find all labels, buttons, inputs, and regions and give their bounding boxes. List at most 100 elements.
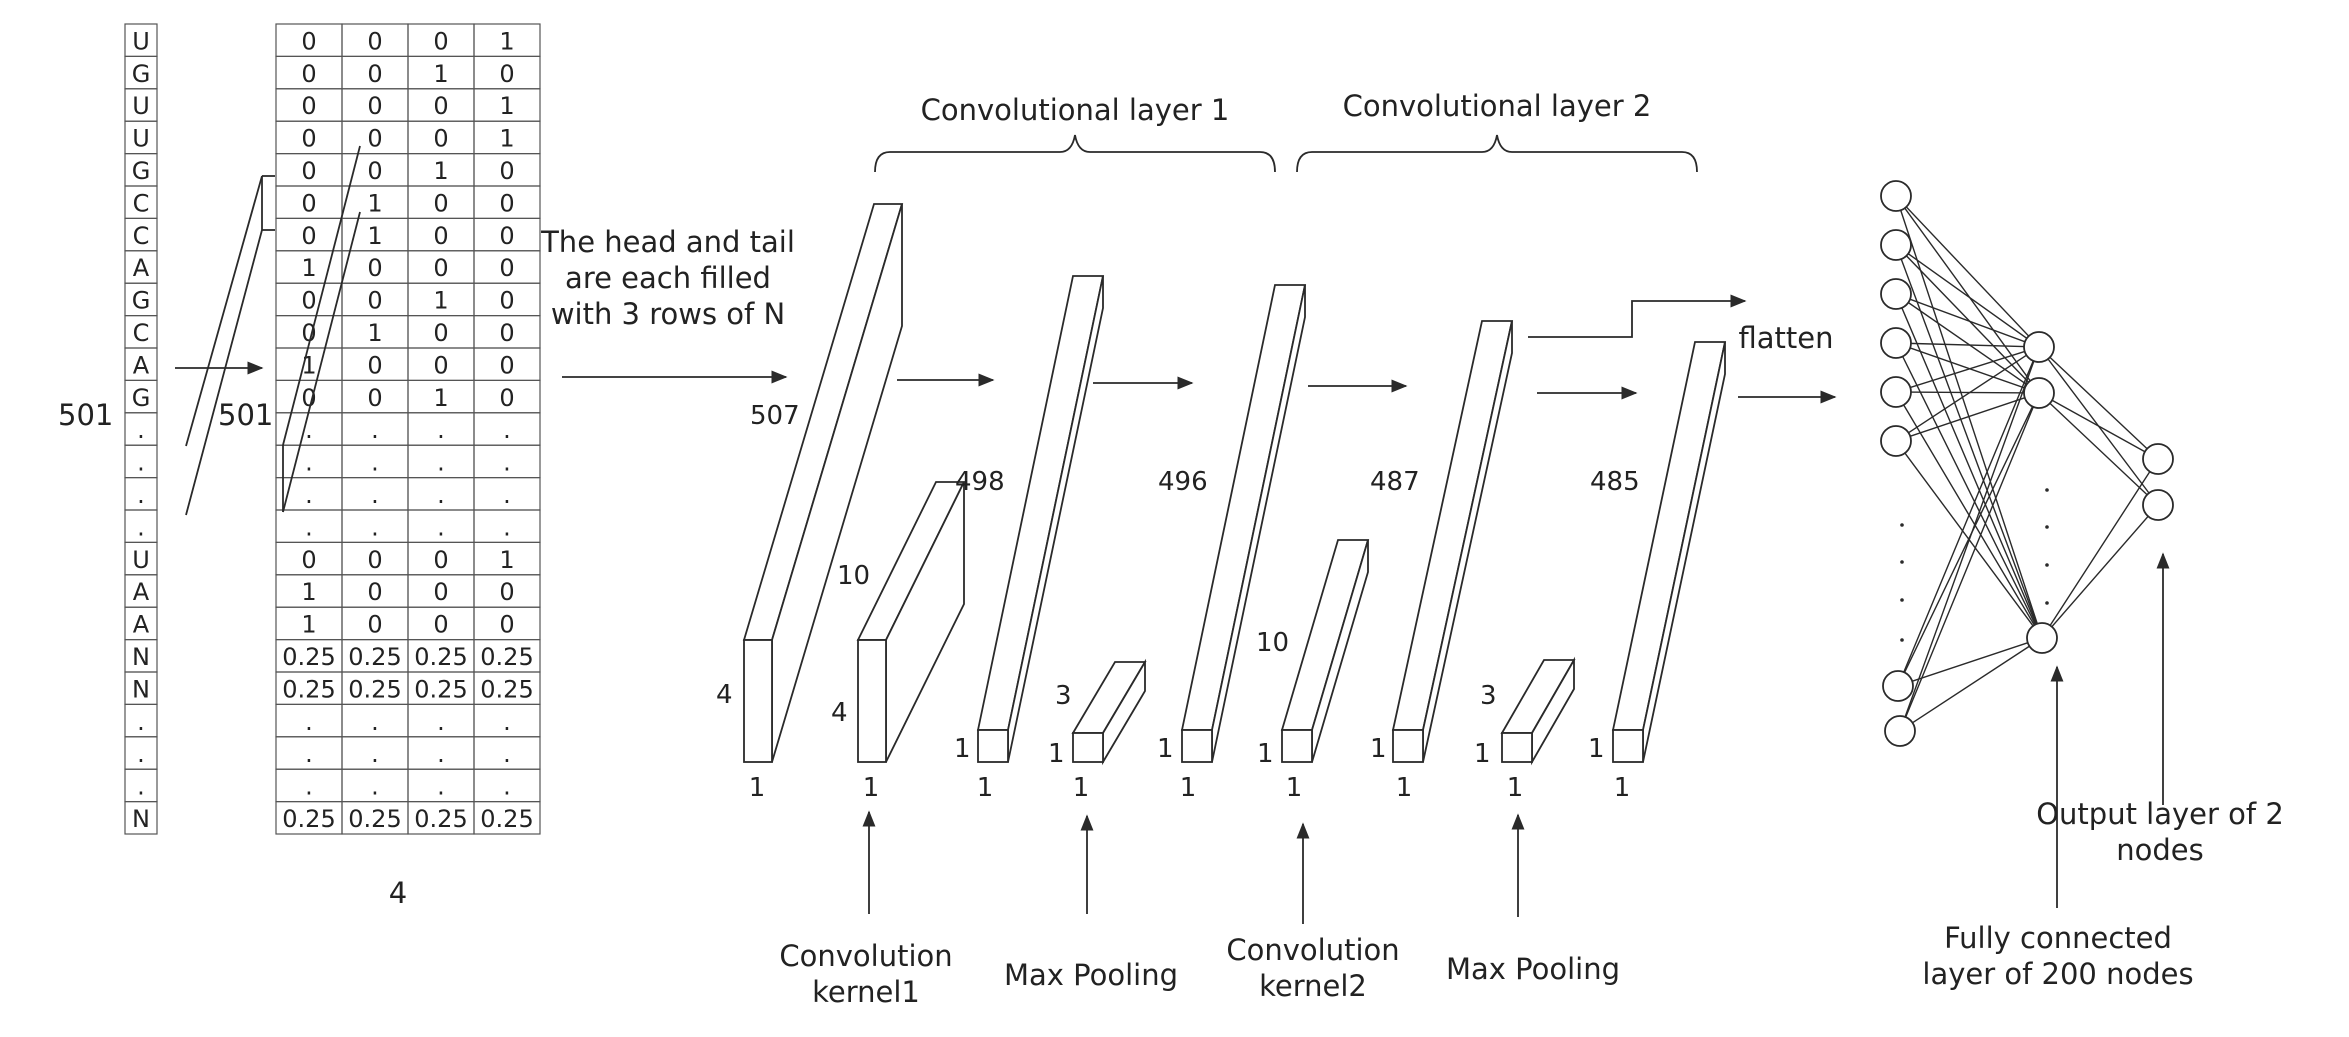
sequence-letter: U [132, 92, 150, 120]
matrix-value: 1 [499, 27, 514, 55]
svg-text:kernel2: kernel2 [1259, 969, 1367, 1003]
matrix-value: . [437, 513, 445, 541]
matrix-value: . [503, 449, 511, 477]
network-edges [1895, 195, 2159, 732]
input-node [1880, 278, 1912, 310]
max-pooling-2-label: Max Pooling [1446, 952, 1620, 986]
matrix-value: 1 [433, 60, 448, 88]
sequence-letter: G [132, 287, 151, 315]
block-2-width: 4 [831, 698, 848, 728]
block-5-width: 1 [1157, 734, 1174, 764]
matrix-cell [473, 800, 541, 835]
output-node [2142, 443, 2174, 475]
sequence-letter: U [132, 27, 150, 55]
block-7-depth: 1 [1396, 773, 1413, 803]
svg-text:with 3 rows of N: with 3 rows of N [551, 297, 785, 331]
conv-kernel-2-block [1280, 539, 1370, 763]
conv-layer-1-title: Convolutional layer 1 [921, 93, 1230, 127]
sequence-letter: N [132, 805, 150, 833]
matrix-value: 0.25 [480, 643, 533, 671]
matrix-value: . [305, 513, 313, 541]
max-pooling-1-label: Max Pooling [1004, 958, 1178, 992]
matrix-value: 0.25 [414, 805, 467, 833]
sequence-length-label: 501 [58, 398, 113, 432]
matrix-value: 0 [301, 546, 316, 574]
matrix-value: 0.25 [414, 643, 467, 671]
conv-layer-2-title: Convolutional layer 2 [1343, 89, 1652, 123]
matrix-value: 0 [433, 222, 448, 250]
pool-kernel-1-block [1071, 658, 1147, 766]
matrix-value: . [437, 449, 445, 477]
conv-kernel-2-label: Convolution kernel2 [1226, 933, 1399, 1003]
matrix-value: . [437, 773, 445, 801]
matrix-value: 0 [433, 254, 448, 282]
matrix-value: 0 [499, 319, 514, 347]
conv1-output-block [976, 275, 1105, 763]
matrix-value: 0 [367, 384, 382, 412]
sequence-letter: U [132, 546, 150, 574]
matrix-value: 0 [367, 125, 382, 153]
matrix-value: 0 [433, 319, 448, 347]
block-9-width: 1 [1588, 734, 1605, 764]
matrix-value: 0.25 [348, 675, 401, 703]
sequence-letter: . [137, 740, 145, 768]
matrix-value: 0.25 [414, 675, 467, 703]
hidden-node [2023, 331, 2055, 363]
matrix-length-label: 501 [218, 398, 273, 432]
matrix-value: 0 [433, 92, 448, 120]
block-dimension-labels: 507 4 1 10 4 1 498 1 1 3 1 1 496 1 1 10 … [716, 401, 1640, 803]
matrix-value: 0 [367, 546, 382, 574]
input-node [1880, 229, 1912, 261]
matrix-value: 0 [499, 384, 514, 412]
conv2-output-block [1391, 320, 1514, 763]
padded-input-block [742, 203, 904, 763]
sequence-letter: N [132, 675, 150, 703]
matrix-value: 1 [433, 287, 448, 315]
matrix-value: 0 [367, 287, 382, 315]
matrix-value: . [503, 513, 511, 541]
hidden-node [2023, 377, 2055, 409]
one-hot-matrix: 0 0 0 1 0 0 1 0 0 0 0 1 0 0 0 1 0 0 1 0 0 1 0 0 0 1 0 0 1 0 0 0 0 0 1 0 0 1 0 0… [275, 23, 541, 835]
input-node [1880, 425, 1912, 457]
sequence-letter: G [132, 60, 151, 88]
matrix-value: 0.25 [282, 675, 335, 703]
matrix-value: 0 [301, 125, 316, 153]
matrix-value: . [437, 740, 445, 768]
matrix-value: . [371, 773, 379, 801]
block-9-height: 485 [1590, 467, 1640, 497]
padding-note: The head and tail are each filled with 3… [540, 225, 795, 331]
block-2-depth: 1 [863, 773, 880, 803]
matrix-value: 0.25 [282, 643, 335, 671]
matrix-value: 0 [301, 222, 316, 250]
output-layer-label: Output layer of 2 nodes [2036, 797, 2284, 867]
matrix-value: 0 [499, 189, 514, 217]
sequence-letter: G [132, 157, 151, 185]
sequence-letter: . [137, 513, 145, 541]
matrix-value: . [305, 416, 313, 444]
svg-text:nodes: nodes [2116, 833, 2203, 867]
block-9-depth: 1 [1614, 773, 1631, 803]
sequence-letter: . [137, 481, 145, 509]
matrix-value: 1 [499, 92, 514, 120]
matrix-value: 0 [367, 60, 382, 88]
matrix-value: 0 [499, 222, 514, 250]
matrix-value: . [371, 708, 379, 736]
ellipsis-dots [1900, 488, 2049, 642]
block-3-width: 1 [954, 734, 971, 764]
matrix-value: 0 [499, 157, 514, 185]
matrix-value: . [437, 708, 445, 736]
matrix-value: 1 [433, 384, 448, 412]
matrix-value: 0 [499, 611, 514, 639]
matrix-value: . [371, 513, 379, 541]
hidden-node [2026, 622, 2058, 654]
matrix-value: 0 [499, 60, 514, 88]
sequence-letter: U [132, 125, 150, 153]
matrix-value: . [503, 740, 511, 768]
matrix-value: . [503, 416, 511, 444]
matrix-value: . [371, 416, 379, 444]
matrix-value: 1 [499, 546, 514, 574]
sequence-letter: C [133, 319, 150, 347]
matrix-value: 1 [301, 254, 316, 282]
